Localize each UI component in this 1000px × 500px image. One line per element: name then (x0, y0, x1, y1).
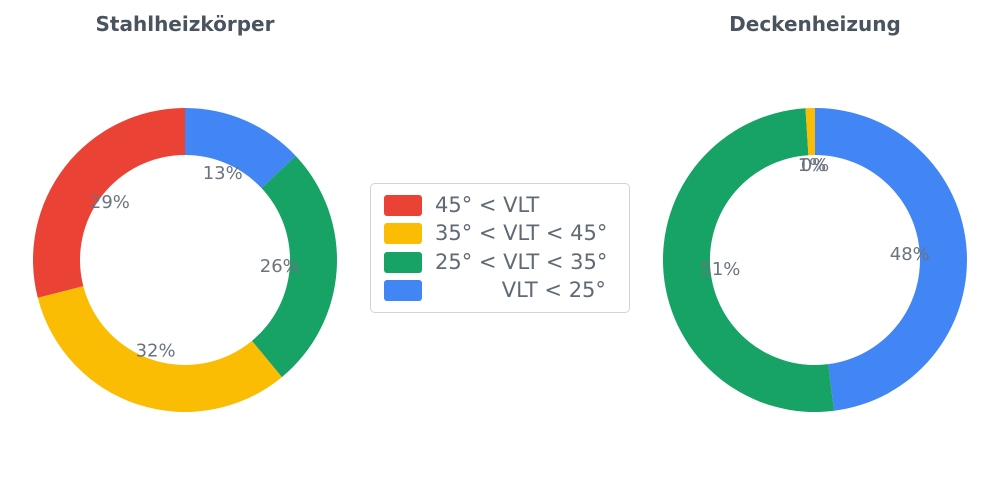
pct-label: 48% (890, 244, 930, 265)
donut-slice (662, 108, 835, 413)
donut-slice (815, 108, 967, 411)
pct-label: 1% (798, 155, 827, 176)
legend-swatch-blue (384, 279, 422, 301)
pct-label: 29% (90, 192, 130, 213)
legend-swatch-green (384, 251, 422, 273)
legend-swatch-yellow (384, 223, 422, 245)
legend-label: 35° < VLT < 45° (435, 221, 608, 246)
donut-slice (185, 108, 296, 189)
donut-svg: 48% 51% 1%0% (662, 108, 967, 413)
pct-label: 26% (260, 256, 300, 277)
pct-label: 0% (801, 155, 830, 176)
chart-title-stahlheizkoerper: Stahlheizkörper (95, 12, 275, 36)
donut-slice (805, 108, 815, 156)
legend-swatch-red (384, 195, 422, 217)
pct-label: 32% (136, 340, 176, 361)
chart-title-deckenheizung: Deckenheizung (729, 12, 901, 36)
pct-label: 13% (203, 163, 243, 184)
pct-label: 51% (700, 259, 740, 280)
legend-label: 45° < VLT (435, 193, 540, 217)
legend-row: VLT < 25° (384, 277, 616, 302)
legend: 45° < VLT 35° < VLT < 45° 25° < VLT < 35… (370, 183, 630, 313)
donut-slice (33, 108, 186, 298)
legend-label: VLT < 25° (435, 277, 606, 302)
legend-row: 35° < VLT < 45° (384, 222, 616, 245)
legend-row: 45° < VLT (384, 193, 616, 217)
donut-chart-deckenheizung: 48% 51% 1% 0% (625, 70, 1000, 450)
legend-label: 25° < VLT < 35° (435, 249, 608, 274)
legend-row: 25° < VLT < 35° (384, 249, 616, 274)
donut-svg: 13% 26% 32% 29% (33, 108, 337, 412)
donut-slice (251, 155, 337, 378)
donut-slice (37, 286, 282, 412)
donut-chart-stahlheizkoerper: 13% 26% 32% 29% (0, 70, 375, 450)
